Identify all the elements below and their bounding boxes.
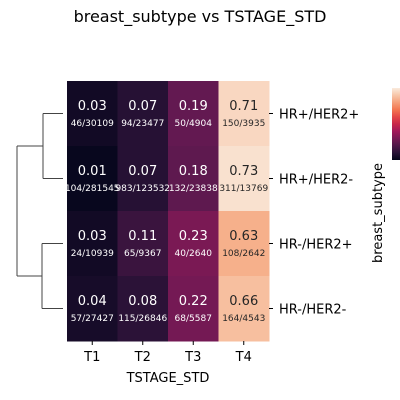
cell-count-label: 40/2640 — [175, 249, 213, 259]
heatmap-cell — [67, 81, 118, 147]
heatmap-cell — [117, 81, 169, 147]
y-tick-label: HR+/HER2+ — [279, 108, 359, 123]
cell-count-label: 115/26846 — [118, 314, 167, 324]
cell-count-label: 150/3935 — [222, 119, 265, 129]
cell-value-label: 0.22 — [179, 294, 208, 309]
y-axis-ticks: HR+/HER2+ HR+/HER2- HR-/HER2+ HR-/HER2- — [269, 108, 359, 318]
cell-value-label: 0.01 — [78, 164, 107, 179]
cell-count-label: 24/10939 — [71, 249, 114, 259]
cell-count-label: 68/5587 — [175, 314, 212, 324]
x-tick-label: T3 — [184, 350, 201, 365]
x-tick-label: T2 — [134, 350, 151, 365]
cell-value-label: 0.71 — [229, 99, 258, 114]
chart-title: breast_subtype vs TSTAGE_STD — [74, 7, 327, 27]
cell-value-label: 0.04 — [78, 294, 107, 309]
colorbar — [392, 88, 400, 160]
cell-count-label: 46/30109 — [71, 119, 114, 129]
heatmap-cell — [67, 211, 118, 277]
cell-value-label: 0.18 — [179, 164, 208, 179]
y-tick-label: HR-/HER2- — [279, 303, 347, 318]
row-dendrogram — [16, 113, 63, 309]
cell-value-label: 0.23 — [179, 229, 208, 244]
y-tick-label: HR-/HER2+ — [279, 238, 353, 253]
heatmap-cell — [67, 146, 118, 212]
cell-labels: 0.03 46/30109 0.07 94/23477 0.19 50/4904 0.71 1… — [65, 99, 268, 324]
heatmap-cell — [218, 211, 270, 277]
cell-count-label: 311/13769 — [219, 184, 268, 194]
cell-count-label: 132/23838 — [169, 184, 218, 194]
x-tick-label: T4 — [235, 350, 252, 365]
cell-value-label: 0.03 — [78, 229, 107, 244]
y-tick-label: HR+/HER2- — [279, 173, 353, 188]
cell-value-label: 0.63 — [229, 229, 258, 244]
cell-value-label: 0.11 — [128, 229, 157, 244]
heatmap-cell — [218, 81, 270, 147]
heatmap-cell — [117, 146, 169, 212]
cell-count-label: 164/4543 — [222, 314, 265, 324]
heatmap-cell — [117, 276, 169, 342]
x-tick-label: T1 — [83, 350, 100, 365]
heatmap-cell — [168, 81, 219, 147]
cell-count-label: 50/4904 — [175, 119, 213, 129]
heatmap-cell — [117, 211, 169, 277]
x-axis-label: TSTAGE_STD — [126, 371, 210, 386]
cell-count-label: 65/9367 — [124, 249, 161, 259]
heatmap-cell — [168, 211, 219, 277]
heatmap-cell — [218, 276, 270, 342]
cell-count-label: 983/123532 — [115, 184, 170, 194]
cell-count-label: 108/2642 — [222, 249, 265, 259]
cell-value-label: 0.73 — [229, 164, 258, 179]
cell-count-label: 94/23477 — [121, 119, 164, 129]
heatmap-cell — [168, 146, 219, 212]
cell-value-label: 0.07 — [128, 164, 157, 179]
cell-count-label: 57/27427 — [71, 314, 114, 324]
heatmap-cell — [168, 276, 219, 342]
cell-value-label: 0.03 — [78, 99, 107, 114]
heatmap-cell — [218, 146, 270, 212]
y-axis-label: breast_subtype — [371, 163, 386, 263]
cell-count-label: 104/281545 — [65, 184, 120, 194]
cell-value-label: 0.08 — [128, 294, 157, 309]
cell-value-label: 0.07 — [128, 99, 157, 114]
heatmap-cells — [67, 81, 270, 342]
cell-value-label: 0.19 — [179, 99, 208, 114]
cell-value-label: 0.66 — [229, 294, 258, 309]
x-axis-ticks: T1 T2 T3 T4 — [83, 341, 252, 365]
heatmap-cell — [67, 276, 118, 342]
